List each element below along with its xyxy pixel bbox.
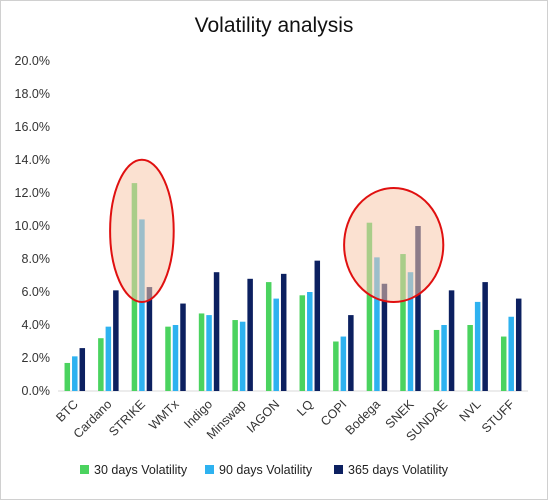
bar-minswap-3 bbox=[247, 278, 253, 391]
bar-btc-2 bbox=[72, 356, 78, 391]
bar-snek-3 bbox=[415, 226, 421, 391]
legend-swatch-2 bbox=[205, 465, 214, 474]
x-tick-label: STUFF bbox=[479, 397, 518, 436]
bar-sundae-2 bbox=[441, 325, 447, 391]
bar-lq-3 bbox=[314, 260, 321, 391]
bar-indigo-3 bbox=[213, 272, 220, 391]
bar-bodega-3 bbox=[381, 283, 388, 391]
y-tick-label: 6.0% bbox=[22, 285, 51, 299]
bar-iagon-2 bbox=[273, 298, 279, 391]
x-tick-label: NVL bbox=[457, 397, 484, 424]
x-tick-label: COPI bbox=[318, 397, 350, 429]
bar-indigo-1 bbox=[198, 313, 205, 391]
legend-swatch-1 bbox=[80, 465, 89, 474]
bar-stuff-1 bbox=[500, 336, 507, 391]
bar-cardano-3 bbox=[113, 290, 119, 391]
y-tick-label: 14.0% bbox=[15, 153, 50, 167]
annotation-layer bbox=[109, 158, 445, 303]
legend-swatch-3 bbox=[334, 465, 343, 474]
y-tick-label: 12.0% bbox=[15, 186, 50, 200]
bar-wmtx-2 bbox=[172, 325, 179, 391]
bar-nvl-1 bbox=[467, 325, 473, 391]
chart-title: Volatility analysis bbox=[194, 14, 354, 37]
bar-indigo-2 bbox=[206, 315, 212, 391]
bar-cardano-1 bbox=[98, 338, 104, 391]
x-tick-label: IAGON bbox=[244, 397, 282, 435]
bar-iagon-1 bbox=[265, 282, 272, 391]
bar-strike-3 bbox=[146, 287, 153, 391]
y-tick-label: 10.0% bbox=[15, 219, 50, 233]
bar-snek-2 bbox=[407, 272, 414, 391]
bar-sundae-3 bbox=[448, 290, 455, 391]
y-tick-label: 20.0% bbox=[15, 54, 50, 68]
bar-sundae-1 bbox=[433, 329, 440, 391]
bar-bodega-1 bbox=[366, 222, 373, 391]
legend-label-3: 365 days Volatility bbox=[348, 463, 449, 477]
x-tick-label: BTC bbox=[53, 397, 81, 425]
bar-stuff-3 bbox=[515, 298, 522, 391]
bar-strike-2 bbox=[139, 219, 145, 391]
bar-btc-1 bbox=[64, 362, 71, 391]
x-tick-label: STRIKE bbox=[106, 397, 148, 439]
y-tick-label: 2.0% bbox=[22, 351, 51, 365]
bar-btc-3 bbox=[79, 348, 86, 391]
bar-minswap-1 bbox=[232, 320, 238, 391]
bar-nvl-3 bbox=[482, 282, 488, 391]
bar-minswap-2 bbox=[239, 321, 246, 391]
y-tick-label: 0.0% bbox=[22, 384, 51, 398]
y-tick-label: 18.0% bbox=[15, 87, 50, 101]
x-tick-label: LQ bbox=[294, 397, 316, 419]
bar-nvl-2 bbox=[474, 301, 481, 391]
bar-snek-1 bbox=[400, 254, 406, 391]
annotation-highlight-strike bbox=[109, 158, 175, 303]
legend: 30 days Volatility 90 days Volatility 365 … bbox=[80, 463, 449, 477]
bar-cardano-2 bbox=[105, 326, 112, 391]
bar-lq-2 bbox=[307, 292, 313, 391]
bar-copi-1 bbox=[333, 341, 339, 391]
legend-label-2: 90 days Volatility bbox=[219, 463, 313, 477]
bar-copi-2 bbox=[340, 336, 347, 391]
bar-copi-3 bbox=[348, 315, 354, 391]
x-tick-label: Bodega bbox=[343, 397, 383, 437]
bar-stuff-2 bbox=[508, 316, 514, 391]
y-tick-label: 16.0% bbox=[15, 120, 50, 134]
bar-wmtx-1 bbox=[165, 326, 171, 391]
y-tick-label: 8.0% bbox=[22, 252, 51, 266]
legend-label-1: 30 days Volatility bbox=[94, 463, 188, 477]
y-tick-label: 4.0% bbox=[22, 318, 51, 332]
bar-bodega-2 bbox=[374, 257, 380, 391]
x-tick-label: WMTx bbox=[146, 397, 182, 433]
bar-lq-1 bbox=[299, 295, 306, 391]
bar-wmtx-3 bbox=[180, 303, 186, 391]
bar-iagon-3 bbox=[280, 273, 287, 391]
annotation-highlight-bodega-snek bbox=[343, 187, 445, 303]
